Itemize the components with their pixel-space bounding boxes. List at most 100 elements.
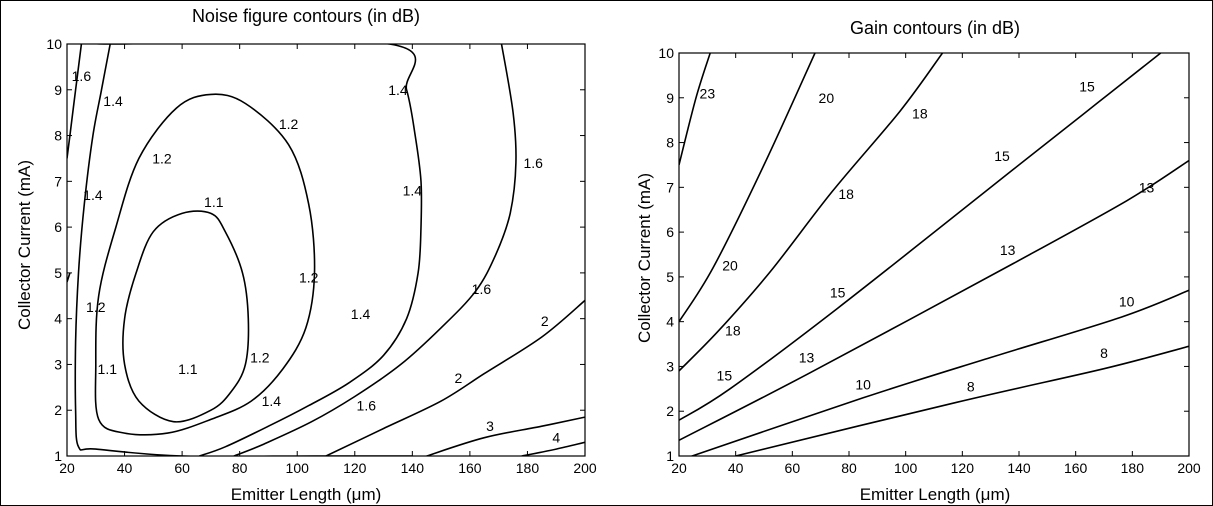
plot-area bbox=[678, 52, 1190, 457]
x-tick-label: 180 bbox=[1121, 460, 1145, 476]
contour-line-10 bbox=[689, 289, 1189, 456]
contour-line-2 bbox=[325, 299, 585, 456]
y-tick-label: 4 bbox=[54, 311, 62, 327]
y-tick-label: 10 bbox=[658, 45, 674, 61]
x-tick-label: 80 bbox=[841, 460, 857, 476]
y-tick-label: 3 bbox=[666, 358, 674, 374]
x-tick-label: 80 bbox=[232, 460, 248, 476]
contour-line-3 bbox=[426, 416, 585, 456]
contour-line-1.4 bbox=[74, 44, 423, 456]
contour-label: 1.4 bbox=[351, 306, 371, 322]
x-tick-label: 120 bbox=[343, 460, 367, 476]
contour-label: 1.6 bbox=[357, 398, 377, 414]
y-tick-label: 8 bbox=[666, 135, 674, 151]
y-tick-label: 1 bbox=[54, 448, 62, 464]
contour-label: 15 bbox=[830, 285, 846, 301]
contour-line-1.2 bbox=[94, 93, 316, 436]
y-tick-label: 1 bbox=[666, 448, 674, 464]
contour-label: 1.4 bbox=[403, 182, 423, 198]
y-tick-label: 6 bbox=[54, 219, 62, 235]
chart-title: Noise figure contours (in dB) bbox=[192, 6, 420, 26]
y-tick-label: 10 bbox=[46, 36, 62, 52]
x-tick-label: 160 bbox=[458, 460, 482, 476]
contour-label: 10 bbox=[855, 376, 871, 392]
y-tick-label: 5 bbox=[666, 269, 674, 285]
y-tick-label: 4 bbox=[666, 314, 674, 330]
contour-label: 1.4 bbox=[388, 82, 408, 98]
x-tick-label: 40 bbox=[117, 460, 133, 476]
contour-label: 13 bbox=[1000, 242, 1016, 258]
contour-label: 15 bbox=[1079, 79, 1095, 95]
contour-label: 1.2 bbox=[279, 116, 299, 132]
x-tick-label: 40 bbox=[728, 460, 744, 476]
contour-label: 13 bbox=[1139, 179, 1155, 195]
x-tick-label: 140 bbox=[1007, 460, 1031, 476]
contour-line-1.1 bbox=[122, 210, 250, 423]
contour-label: 1.1 bbox=[178, 361, 198, 377]
contour-line-13 bbox=[679, 159, 1189, 442]
contour-label: 13 bbox=[799, 349, 815, 365]
contour-label: 20 bbox=[819, 90, 835, 106]
contour-label: 2 bbox=[541, 313, 549, 329]
gain-chart: Gain contours (in dB) Emitter Length (μm… bbox=[635, 18, 1201, 504]
contour-line-4 bbox=[521, 441, 585, 456]
contour-label: 1.4 bbox=[262, 393, 282, 409]
contour-label: 1.4 bbox=[103, 93, 123, 109]
contour-label: 20 bbox=[722, 258, 738, 274]
contour-line-15 bbox=[679, 53, 1162, 421]
contour-lines bbox=[67, 44, 585, 456]
contour-label: 3 bbox=[486, 418, 494, 434]
contour-line-18 bbox=[679, 53, 944, 372]
contour-label: 1.6 bbox=[523, 155, 543, 171]
contour-line-1.6 bbox=[67, 272, 71, 283]
contour-label: 15 bbox=[717, 367, 733, 383]
contour-label: 1.1 bbox=[204, 194, 224, 210]
contour-label: 18 bbox=[725, 323, 741, 339]
contour-labels: 23 20 20 18 18 18 15 15 15 15 13 13 13 10 10 8 8 bbox=[700, 79, 1155, 395]
contour-label: 18 bbox=[838, 186, 854, 202]
x-tick-label: 60 bbox=[785, 460, 801, 476]
contour-label: 1.2 bbox=[86, 299, 106, 315]
contour-label: 8 bbox=[1100, 345, 1108, 361]
x-tick-label: 140 bbox=[401, 460, 425, 476]
contour-line-23 bbox=[679, 53, 711, 166]
y-tick-label: 6 bbox=[666, 224, 674, 240]
contour-label: 1.2 bbox=[152, 150, 172, 166]
contour-line-1.6 bbox=[67, 44, 83, 159]
x-tick-label: 20 bbox=[59, 460, 75, 476]
y-tick-label: 7 bbox=[666, 179, 674, 195]
x-tick-label: 200 bbox=[1177, 460, 1201, 476]
contour-line-8 bbox=[735, 345, 1189, 456]
contour-label: 1.1 bbox=[98, 361, 118, 377]
contour-label: 1.4 bbox=[83, 187, 103, 203]
y-tick-label: 3 bbox=[54, 356, 62, 372]
x-tick-label: 180 bbox=[516, 460, 540, 476]
contour-lines bbox=[679, 53, 1189, 456]
x-tick-label: 120 bbox=[951, 460, 975, 476]
x-tick-label: 100 bbox=[894, 460, 918, 476]
contour-label: 8 bbox=[967, 379, 975, 395]
x-tick-label: 60 bbox=[174, 460, 190, 476]
x-tick-label: 160 bbox=[1064, 460, 1088, 476]
y-tick-label: 2 bbox=[666, 403, 674, 419]
contour-label: 1.2 bbox=[299, 269, 319, 285]
contour-label: 18 bbox=[912, 105, 928, 121]
contour-labels: 1.1 1.1 1.1 1.2 1.2 1.2 1.2 1.2 1.4 1.4 1.4 1.4 1.4 1… bbox=[72, 68, 561, 446]
x-tick-label: 20 bbox=[671, 460, 687, 476]
noise-figure-chart: Noise figure contours (in dB) Emitter Le… bbox=[15, 6, 597, 504]
y-tick-label: 2 bbox=[54, 402, 62, 418]
contour-label: 1.2 bbox=[250, 350, 270, 366]
contour-label: 23 bbox=[700, 85, 716, 101]
y-tick-label: 5 bbox=[54, 265, 62, 281]
y-tick-label: 7 bbox=[54, 173, 62, 189]
contour-label: 4 bbox=[552, 430, 560, 446]
x-axis-label: Emitter Length (μm) bbox=[231, 485, 382, 504]
contour-label: 1.6 bbox=[72, 68, 92, 84]
y-tick-label: 9 bbox=[54, 82, 62, 98]
axis-ticks: 20 40 60 80 100 120 140 160 180 200 1 2 3 4 5 6 7 8 9 10 bbox=[46, 36, 596, 476]
contour-label: 15 bbox=[994, 148, 1010, 164]
y-tick-label: 8 bbox=[54, 128, 62, 144]
x-tick-label: 200 bbox=[573, 460, 597, 476]
contour-label: 1.6 bbox=[472, 281, 492, 297]
